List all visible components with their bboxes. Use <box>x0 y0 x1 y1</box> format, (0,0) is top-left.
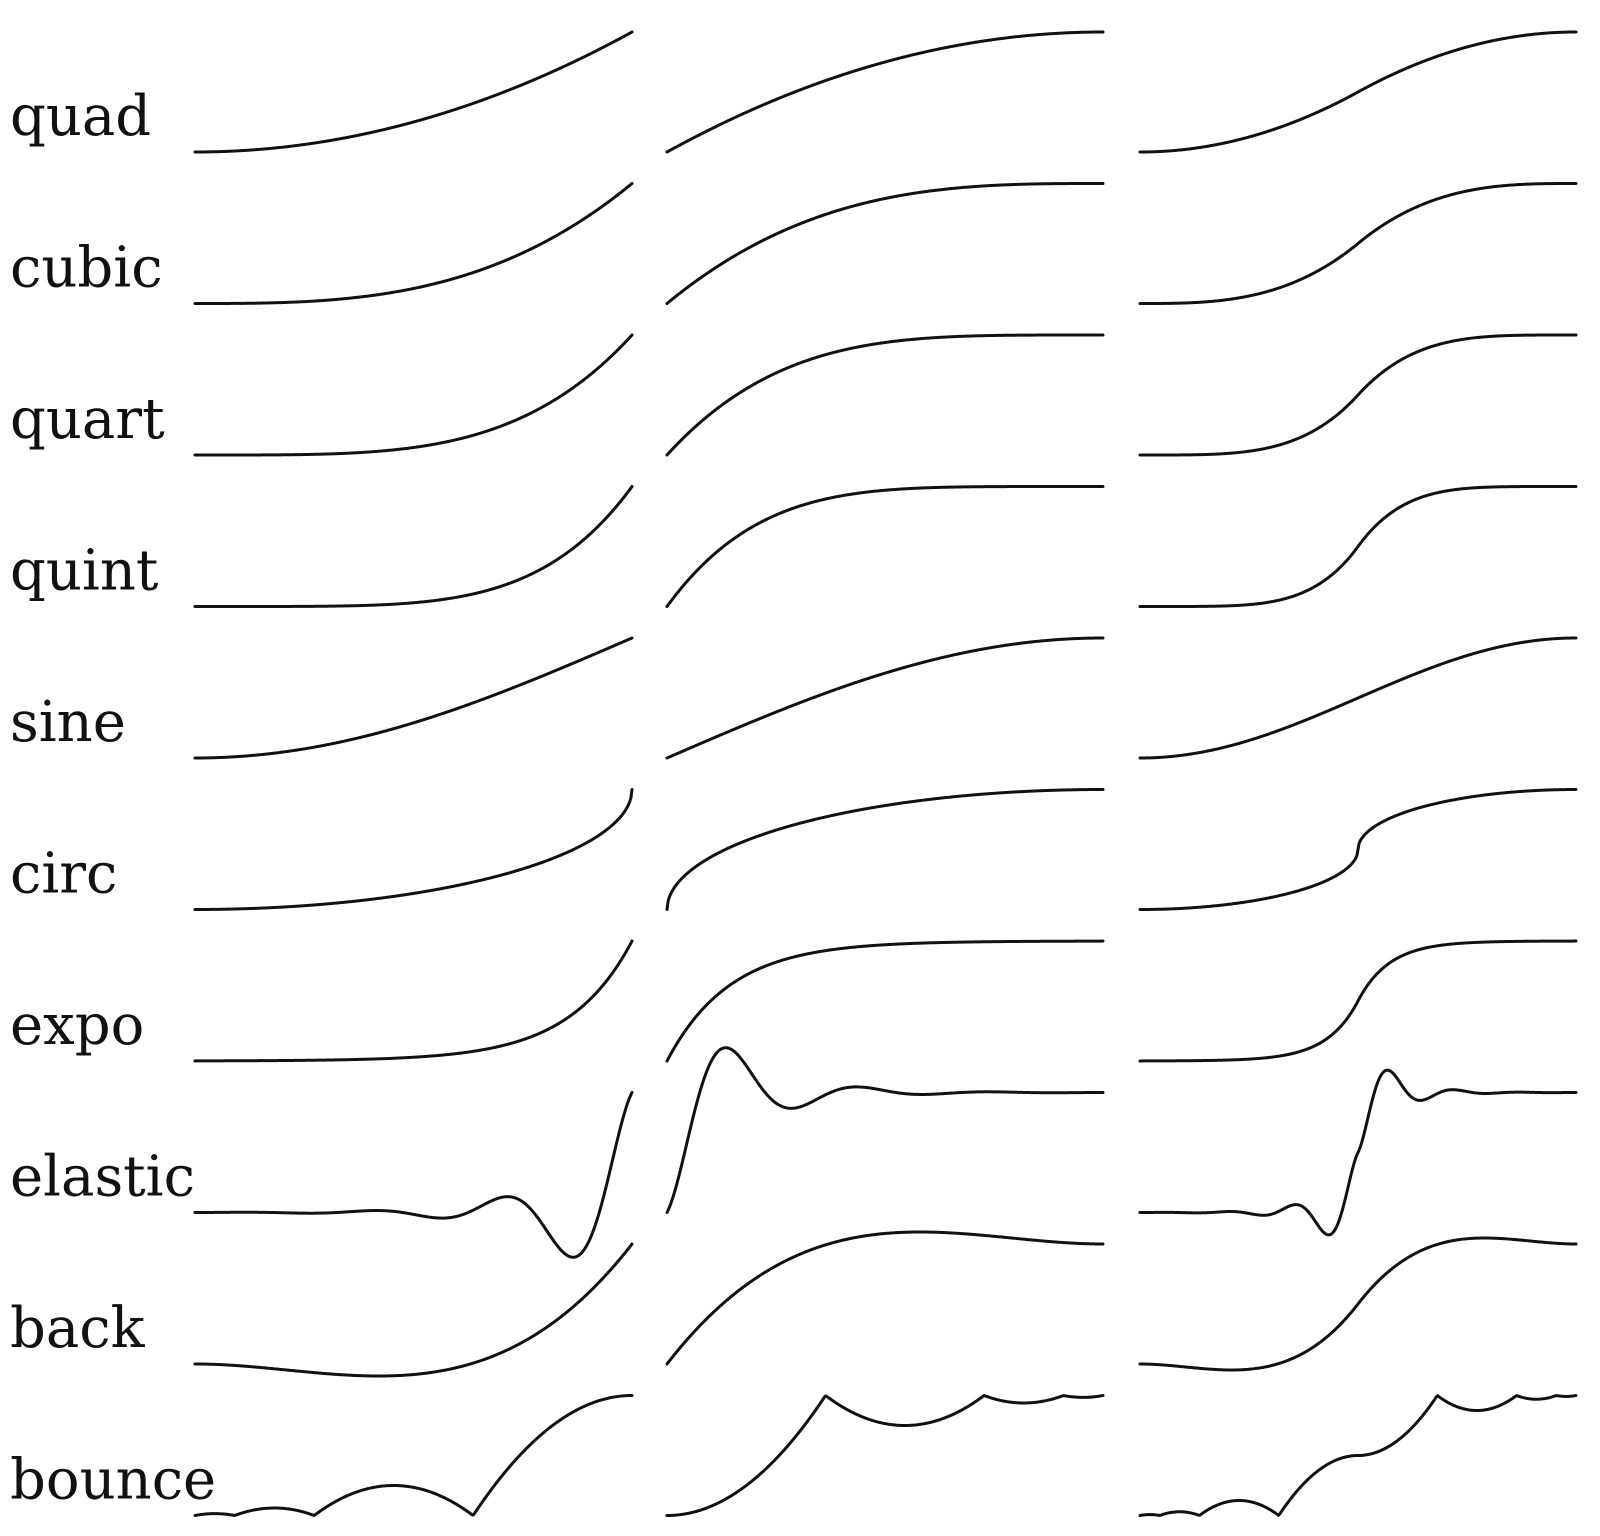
sine-in-curve <box>193 636 634 760</box>
easing-curves <box>193 30 1578 1517</box>
cubic-out-curve <box>665 182 1105 305</box>
row-label-elastic: elastic <box>10 1145 195 1210</box>
back-in-out-curve <box>1138 1236 1578 1372</box>
elastic-in-curve <box>193 1091 634 1259</box>
circ-out-curve <box>665 788 1105 911</box>
expo-in-curve <box>193 939 634 1063</box>
row-label-quart: quart <box>10 387 165 452</box>
bounce-out-curve <box>665 1394 1105 1517</box>
row-label-bounce: bounce <box>10 1448 216 1513</box>
sine-out-curve <box>665 636 1105 760</box>
circ-in-curve <box>193 788 634 911</box>
quart-out-curve <box>665 333 1105 457</box>
row-label-cubic: cubic <box>10 236 163 301</box>
row-label-circ: circ <box>10 842 117 907</box>
quad-in-out-curve <box>1138 30 1578 154</box>
quad-out-curve <box>665 30 1105 154</box>
bounce-in-out-curve <box>1138 1394 1578 1517</box>
expo-out-curve <box>665 939 1105 1063</box>
row-label-sine: sine <box>10 690 126 755</box>
quart-in-out-curve <box>1138 333 1578 457</box>
back-in-curve <box>193 1242 634 1378</box>
row-label-quad: quad <box>10 84 151 149</box>
quint-out-curve <box>665 485 1105 608</box>
row-label-expo: expo <box>10 993 144 1058</box>
cubic-in-out-curve <box>1138 182 1578 305</box>
quart-in-curve <box>193 333 634 457</box>
quint-in-out-curve <box>1138 485 1578 608</box>
quint-in-curve <box>193 485 634 608</box>
elastic-out-curve <box>665 1046 1105 1214</box>
row-labels: quad cubic quart quint sine circ expo elastic ba… <box>10 84 216 1513</box>
row-label-quint: quint <box>10 539 159 604</box>
circ-in-out-curve <box>1138 788 1578 911</box>
elastic-in-out-curve <box>1138 1068 1578 1237</box>
quad-in-curve <box>193 30 634 154</box>
cubic-in-curve <box>193 182 634 305</box>
back-out-curve <box>665 1230 1105 1366</box>
bounce-in-curve <box>193 1394 634 1517</box>
sine-in-out-curve <box>1138 636 1578 760</box>
row-label-back: back <box>10 1296 146 1361</box>
expo-in-out-curve <box>1138 939 1578 1063</box>
